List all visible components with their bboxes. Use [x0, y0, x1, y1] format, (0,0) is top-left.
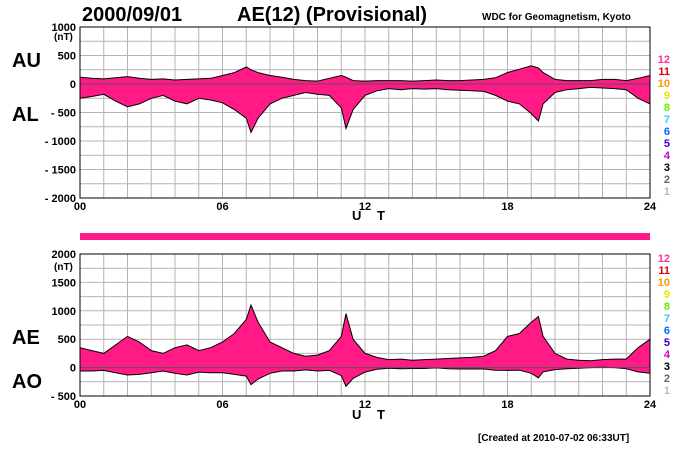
- station-count-12: 12: [657, 54, 670, 66]
- top-unit-label: (nT): [54, 32, 73, 43]
- station-count-1: 1: [663, 385, 670, 397]
- au-series-line: [79, 65, 651, 82]
- station-count-10: 10: [657, 277, 670, 289]
- top-x-tick-label: 24: [644, 201, 657, 213]
- bottom-y-tick-label: 1500: [52, 277, 76, 289]
- ae-label: AE: [12, 327, 40, 349]
- bottom-x-tick-label: 18: [501, 399, 513, 411]
- ae-series-line: [79, 303, 651, 362]
- top-y-tick-label: - 1500: [45, 165, 76, 177]
- station-count-3: 3: [663, 162, 670, 174]
- au-label: AU: [12, 50, 41, 72]
- bottom-y-tick-label: - 500: [51, 391, 76, 403]
- top-x-tick-label: 00: [74, 201, 86, 213]
- top-x-tick-label: 06: [216, 201, 228, 213]
- source-label: WDC for Geomagnetism, Kyoto: [482, 12, 631, 23]
- al-label: AL: [12, 104, 39, 126]
- bottom-x-tick-label: 12: [359, 399, 371, 411]
- bottom-x-tick-label: 06: [216, 399, 228, 411]
- station-count-2: 2: [663, 373, 670, 385]
- panel-separator-bar: [80, 233, 650, 240]
- top-band-area: [80, 65, 650, 133]
- top-y-tick-label: - 2000: [45, 193, 76, 205]
- station-count-2: 2: [663, 174, 670, 186]
- bottom-y-tick-label: 1000: [52, 306, 76, 318]
- index-title: AE(12) (Provisional): [237, 4, 428, 26]
- ao-series-line: [80, 366, 651, 388]
- date-title: 2000/09/01: [82, 4, 183, 26]
- created-timestamp: [Created at 2010-07-02 06:33UT]: [478, 433, 630, 444]
- station-count-9: 9: [663, 90, 670, 102]
- bottom-x-tick-label: 00: [74, 399, 86, 411]
- station-count-7: 7: [663, 114, 670, 126]
- station-count-4: 4: [663, 349, 670, 361]
- station-count-3: 3: [663, 361, 670, 373]
- top-y-tick-label: 500: [58, 51, 76, 63]
- station-count-11: 11: [658, 265, 670, 277]
- station-count-7: 7: [663, 313, 670, 325]
- ao-label: AO: [12, 371, 42, 393]
- station-count-8: 8: [663, 301, 670, 313]
- station-count-5: 5: [663, 337, 670, 349]
- station-count-12: 12: [657, 253, 670, 265]
- bottom-band-area: [80, 305, 650, 387]
- top-y-tick-label: 1000: [52, 22, 76, 34]
- station-count-10: 10: [657, 78, 670, 90]
- station-count-4: 4: [663, 150, 670, 162]
- station-count-6: 6: [663, 325, 670, 337]
- top-x-tick-label: 18: [501, 201, 513, 213]
- bottom-y-tick-label: 0: [70, 363, 76, 375]
- station-count-5: 5: [663, 138, 670, 150]
- bottom-unit-label: (nT): [54, 262, 73, 273]
- station-count-8: 8: [663, 102, 670, 114]
- station-count-9: 9: [663, 289, 670, 301]
- bottom-plot-frame: [79, 253, 651, 397]
- station-count-11: 11: [658, 66, 670, 78]
- bottom-y-tick-label: 500: [58, 334, 76, 346]
- bottom-x-axis-label: U T: [352, 407, 391, 422]
- top-x-axis-label: U T: [352, 208, 391, 223]
- top-y-tick-label: 0: [70, 79, 76, 91]
- top-x-tick-label: 12: [359, 201, 371, 213]
- bottom-y-tick-label: 2000: [52, 249, 76, 261]
- top-plot-frame: [79, 26, 651, 199]
- al-series-line: [79, 86, 651, 134]
- top-y-tick-label: - 500: [51, 108, 76, 120]
- station-count-1: 1: [663, 186, 670, 198]
- station-count-6: 6: [663, 126, 670, 138]
- top-y-tick-label: - 1000: [45, 136, 76, 148]
- bottom-x-tick-label: 24: [644, 399, 657, 411]
